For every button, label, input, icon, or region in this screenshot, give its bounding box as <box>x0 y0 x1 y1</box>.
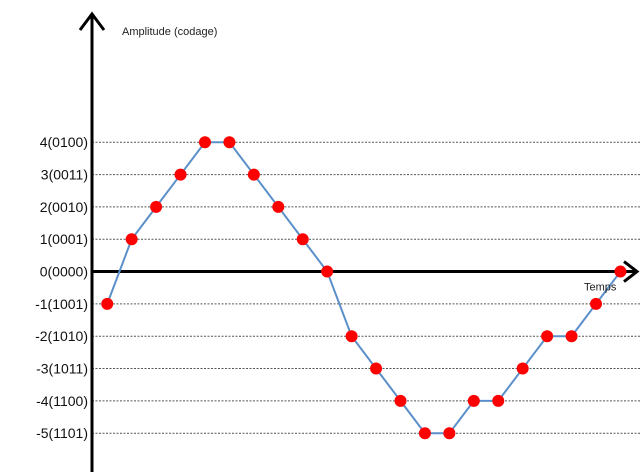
data-point <box>370 362 383 375</box>
data-point <box>101 297 114 310</box>
data-point <box>150 200 163 213</box>
data-point <box>492 394 505 407</box>
y-tick-label: 4(0100) <box>40 134 88 150</box>
y-tick-label: 2(0010) <box>40 199 88 215</box>
y-tick-label: -5(1101) <box>36 425 88 441</box>
y-tick-label: 3(0011) <box>41 167 88 183</box>
y-tick-label: -2(1010) <box>35 328 88 344</box>
axes <box>78 11 640 472</box>
data-point <box>541 330 554 343</box>
data-point <box>394 394 407 407</box>
data-point <box>272 200 285 213</box>
y-tick-label: 0(0000) <box>40 264 88 280</box>
data-point <box>467 394 480 407</box>
data-point <box>516 362 529 375</box>
data-point <box>443 427 456 440</box>
data-point <box>223 136 236 149</box>
x-axis-title: Temps <box>584 282 617 294</box>
data-point <box>296 233 309 246</box>
series <box>106 141 622 435</box>
y-axis-arrowhead <box>78 11 106 31</box>
y-tick-label: 1(0001) <box>40 231 88 247</box>
data-point <box>247 168 260 181</box>
y-tick-label: -1(1001) <box>35 296 88 312</box>
data-point <box>174 168 187 181</box>
y-tick-label: -4(1100) <box>36 393 88 409</box>
data-point <box>590 297 603 310</box>
sample-points <box>101 136 627 440</box>
data-point <box>198 136 211 149</box>
gridlines <box>92 141 640 434</box>
y-tick-label: -3(1011) <box>36 361 88 377</box>
data-point <box>418 427 431 440</box>
x-axis-arrowhead <box>623 260 640 283</box>
data-point <box>125 233 138 246</box>
y-axis-title: Amplitude (codage) <box>122 26 217 38</box>
y-tick-labels: 4(0100) 3(0011) 2(0010) 1(0001) 0(0000) -1(10… <box>35 134 88 441</box>
series-line <box>106 141 622 435</box>
data-point <box>345 330 358 343</box>
data-point <box>565 330 578 343</box>
data-point <box>321 265 334 278</box>
data-point <box>614 265 627 278</box>
